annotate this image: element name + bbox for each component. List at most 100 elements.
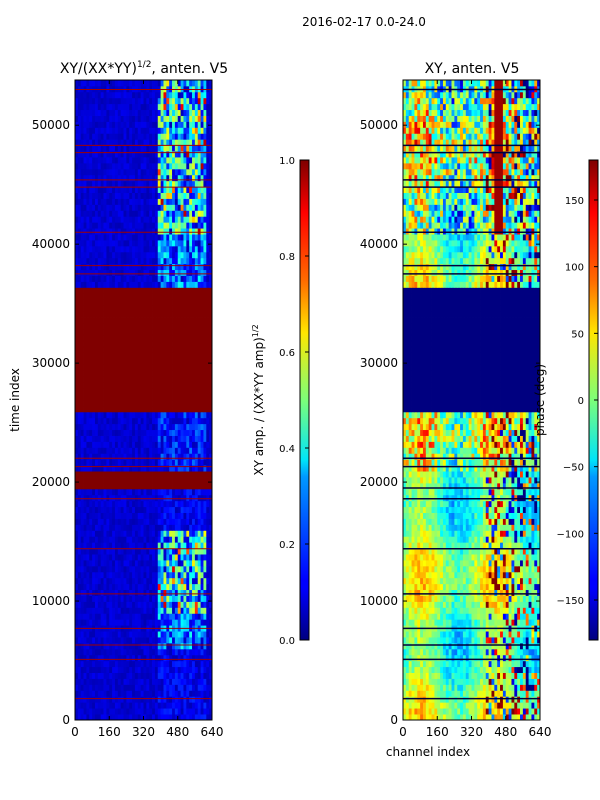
amplitude-cell: [137, 536, 142, 543]
amplitude-cell: [75, 157, 79, 164]
amplitude-cell: [80, 423, 84, 431]
amplitude-cell: [77, 174, 82, 182]
amplitude-cell: [194, 684, 199, 691]
amplitude-cell: [183, 696, 187, 703]
amplitude-cell: [106, 530, 110, 537]
amplitude-cell: [209, 346, 212, 353]
amplitude-cell: [152, 311, 156, 318]
amplitude-cell: [123, 554, 127, 561]
amplitude-cell: [132, 240, 136, 247]
amplitude-cell: [94, 275, 99, 282]
amplitude-cell: [172, 364, 176, 371]
amplitude-cell: [152, 429, 156, 436]
amplitude-cell: [80, 595, 84, 602]
amplitude-cell: [180, 121, 184, 128]
amplitude-cell: [86, 127, 90, 134]
amplitude-cell: [114, 506, 119, 513]
amplitude-cell: [160, 334, 164, 342]
amplitude-cell: [157, 216, 162, 223]
amplitude-cell: [206, 317, 210, 324]
amplitude-cell: [189, 684, 193, 691]
amplitude-cell: [209, 417, 212, 425]
amplitude-cell: [186, 293, 190, 300]
amplitude-cell: [209, 293, 212, 300]
amplitude-cell: [160, 234, 164, 241]
amplitude-cell: [183, 471, 187, 478]
amplitude-cell: [89, 269, 93, 276]
amplitude-cell: [197, 672, 201, 679]
amplitude-cell: [83, 317, 87, 324]
amplitude-cell: [183, 228, 187, 235]
amplitude-cell: [140, 672, 144, 679]
amplitude-cell: [152, 204, 156, 211]
amplitude-cell: [114, 500, 119, 508]
amplitude-cell: [154, 328, 159, 336]
amplitude-cell: [123, 571, 127, 579]
amplitude-cell: [174, 358, 179, 365]
amplitude-cell: [83, 346, 87, 353]
amplitude-cell: [112, 565, 116, 573]
amplitude-cell: [177, 210, 181, 217]
amplitude-cell: [126, 346, 130, 353]
amplitude-cell: [134, 654, 139, 662]
amplitude-cell: [160, 423, 164, 431]
amplitude-cell: [206, 441, 210, 448]
amplitude-cell: [189, 672, 193, 679]
amplitude-cell: [203, 684, 207, 691]
amplitude-cell: [129, 642, 133, 650]
amplitude-cell: [169, 334, 173, 342]
amplitude-cell: [180, 577, 184, 585]
amplitude-cell: [75, 186, 79, 193]
amplitude-cell: [197, 127, 201, 134]
amplitude-cell: [143, 666, 147, 673]
amplitude-cell: [186, 530, 190, 537]
amplitude-cell: [180, 151, 184, 158]
amplitude-cell: [106, 500, 110, 508]
amplitude-cell: [157, 637, 162, 644]
amplitude-cell: [186, 186, 190, 193]
amplitude-cell: [126, 382, 130, 389]
amplitude-cell: [174, 654, 179, 662]
amplitude-cell: [75, 405, 79, 413]
amplitude-cell: [152, 174, 156, 182]
amplitude-cell: [92, 364, 96, 371]
amplitude-cell: [192, 151, 196, 158]
amplitude-cell: [112, 684, 116, 691]
amplitude-cell: [174, 607, 179, 614]
amplitude-cell: [97, 453, 102, 460]
amplitude-cell: [140, 654, 144, 662]
amplitude-cell: [75, 637, 79, 644]
amplitude-cell: [77, 263, 82, 271]
amplitude-cell: [152, 465, 156, 472]
amplitude-cell: [103, 311, 107, 318]
amplitude-cell: [112, 571, 116, 579]
amplitude-cell: [117, 299, 122, 306]
amplitude-cell: [177, 714, 181, 720]
amplitude-cell: [75, 548, 79, 555]
amplitude-cell: [160, 577, 164, 585]
amplitude-cell: [132, 482, 136, 490]
amplitude-cell: [200, 352, 204, 359]
amplitude-cell: [92, 121, 96, 128]
amplitude-cell: [94, 168, 99, 176]
amplitude-cell: [174, 287, 179, 294]
amplitude-cell: [120, 127, 124, 134]
amplitude-cell: [94, 465, 99, 472]
amplitude-cell: [89, 565, 93, 573]
amplitude-cell: [169, 678, 173, 685]
amplitude-cell: [186, 228, 190, 235]
amplitude-cell: [112, 299, 116, 306]
amplitude-cell: [172, 269, 176, 276]
amplitude-cell: [163, 477, 167, 484]
amplitude-cell: [189, 281, 193, 288]
amplitude-cell: [134, 477, 139, 484]
amplitude-cell: [126, 145, 130, 152]
amplitude-cell: [129, 251, 133, 259]
amplitude-cell: [206, 168, 210, 176]
amplitude-cell: [75, 198, 79, 205]
amplitude-cell: [160, 186, 164, 193]
amplitude-cell: [106, 346, 110, 353]
amplitude-cell: [189, 477, 193, 484]
amplitude-cell: [189, 554, 193, 561]
amplitude-cell: [152, 168, 156, 176]
